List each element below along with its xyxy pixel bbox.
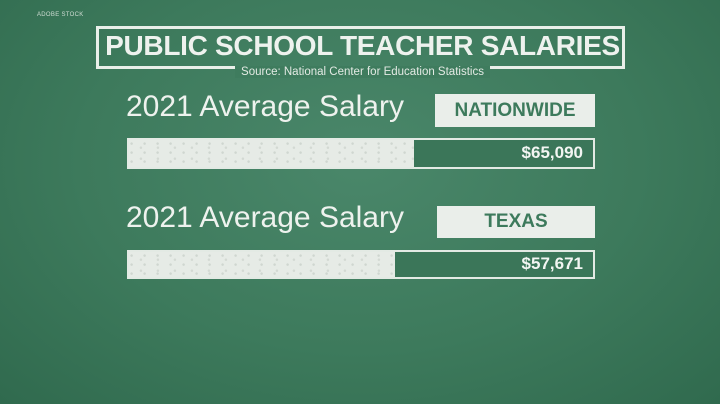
texas-bar-fill: [129, 252, 395, 277]
source-line: Source: National Center for Education St…: [96, 62, 629, 80]
texas-bar: $57,671: [127, 250, 595, 279]
texas-value-label: $57,671: [521, 254, 583, 273]
texas-tag: TEXAS: [437, 206, 595, 238]
nationwide-bar-fill: [129, 140, 415, 167]
source-text: Source: National Center for Education St…: [235, 66, 490, 78]
nationwide-value-label: $65,090: [521, 143, 583, 162]
nationwide-bar: $65,090: [127, 138, 595, 169]
chart-title: PUBLIC SCHOOL TEACHER SALARIES: [105, 30, 620, 61]
stock-credit: ADOBE STOCK: [37, 12, 84, 18]
texas-heading: 2021 Average Salary: [126, 201, 404, 234]
nationwide-tag: NATIONWIDE: [435, 94, 595, 127]
nationwide-heading: 2021 Average Salary: [126, 90, 404, 123]
